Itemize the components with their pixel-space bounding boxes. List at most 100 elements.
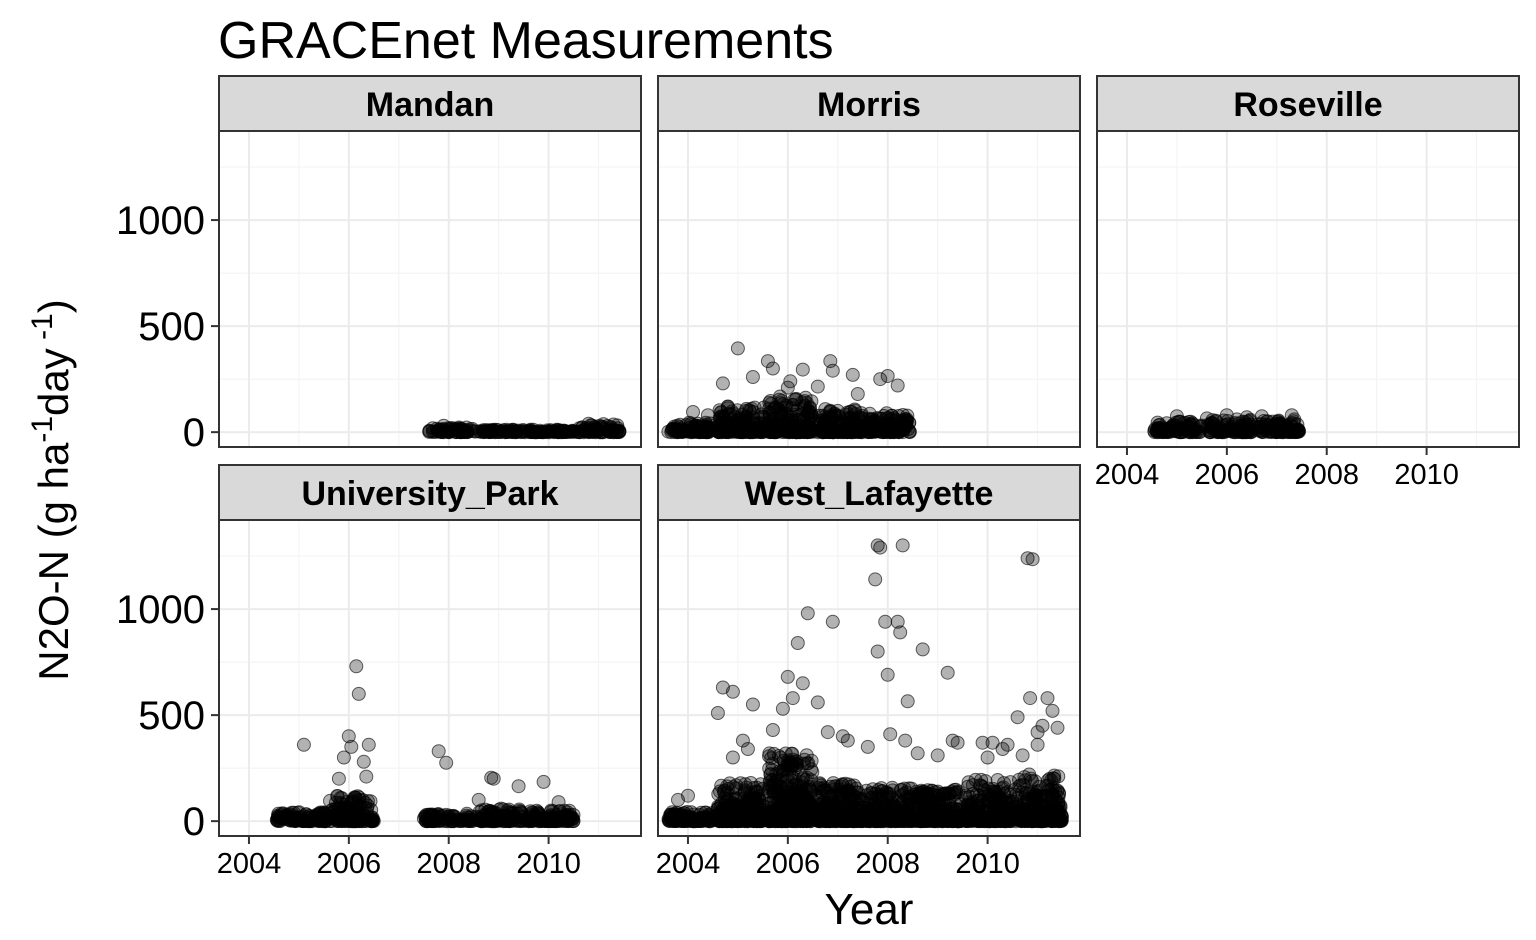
y-tick-label: 1000: [116, 199, 205, 243]
data-point: [530, 812, 545, 826]
data-point: [670, 425, 685, 440]
data-point: [823, 404, 838, 419]
data-point: [436, 418, 451, 433]
data-point: [833, 415, 848, 430]
data-point: [813, 796, 828, 811]
data-point: [766, 411, 781, 425]
data-point: [784, 746, 799, 761]
data-point: [934, 800, 949, 815]
data-point: [551, 795, 566, 810]
data-point: [1174, 425, 1189, 439]
data-point: [686, 405, 700, 419]
data-point: [862, 798, 877, 812]
data-point: [686, 812, 701, 827]
data-point: [762, 788, 777, 803]
data-point: [1203, 425, 1218, 440]
data-point: [566, 814, 581, 828]
data-point: [723, 798, 738, 812]
data-point: [572, 425, 587, 440]
data-point: [817, 415, 832, 430]
data-point: [1219, 408, 1234, 423]
data-point: [482, 423, 497, 438]
data-point: [286, 805, 301, 820]
data-point: [790, 636, 805, 650]
data-point: [323, 793, 337, 808]
facet-west-lafayette: West_Lafayette 2004 2006 2008 2010: [656, 464, 1081, 880]
data-point: [912, 792, 927, 807]
data-point: [349, 659, 364, 674]
facet-strip: [218, 75, 642, 132]
data-point: [1254, 409, 1269, 424]
data-point: [596, 417, 611, 432]
data-point: [1268, 425, 1283, 439]
data-point: [1030, 725, 1045, 740]
data-point: [800, 606, 815, 621]
data-point: [715, 376, 730, 391]
data-point: [716, 784, 731, 799]
x-tick-label: 2008: [416, 848, 481, 880]
x-tick-label: 2008: [855, 848, 920, 880]
data-point: [776, 397, 791, 412]
x-tick-label: 2006: [756, 848, 821, 880]
facet-strip-label: University_Park: [301, 475, 558, 513]
data-point: [1000, 737, 1015, 752]
x-tick-label: 2010: [516, 848, 581, 880]
x-tick-label: 2004: [217, 848, 282, 880]
data-point: [275, 807, 290, 822]
x-tick-label: 2004: [1095, 459, 1160, 491]
data-point: [745, 370, 760, 384]
data-point: [890, 378, 905, 393]
data-point: [971, 793, 986, 808]
data-point: [710, 706, 725, 720]
data-point: [1025, 552, 1040, 567]
data-point: [846, 788, 861, 803]
x-tick-label: 2006: [317, 848, 382, 880]
data-point: [748, 421, 763, 436]
x-tick-label: 2010: [955, 848, 1020, 880]
data-point: [893, 625, 908, 640]
x-tick-label: 2008: [1294, 459, 1359, 491]
panel-background: [658, 131, 1080, 447]
data-point: [738, 410, 753, 425]
data-point: [511, 779, 526, 794]
data-point: [1199, 411, 1214, 426]
data-point: [716, 423, 731, 438]
y-axis-label-sup1: -1: [26, 416, 59, 443]
panel-border: [218, 130, 642, 448]
data-point: [825, 614, 840, 629]
data-point: [1030, 737, 1045, 752]
data-point: [738, 814, 753, 829]
facet-university-park: University_Park 0 500 1000 2004 2006 2008 2010: [116, 464, 642, 880]
data-point: [910, 746, 925, 761]
data-point: [453, 424, 468, 439]
data-point: [841, 412, 856, 427]
data-point: [780, 669, 795, 684]
y-axis-label: N2O-N (g ha-1day -1): [26, 299, 78, 681]
data-point: [431, 744, 446, 759]
data-point: [971, 811, 986, 826]
data-point: [487, 423, 501, 438]
data-point: [890, 424, 905, 439]
data-point: [820, 725, 835, 740]
data-point: [1039, 778, 1054, 793]
data-point: [873, 540, 888, 555]
y-tick-label: 500: [138, 305, 205, 349]
data-point: [740, 742, 755, 756]
y-tick-label: 1000: [116, 588, 205, 632]
data-point: [1023, 691, 1038, 706]
data-point: [812, 776, 827, 791]
panel-background: [219, 520, 641, 836]
data-point: [1025, 774, 1040, 788]
data-point: [745, 697, 760, 712]
data-point: [1239, 410, 1254, 425]
panel-background: [1097, 131, 1519, 447]
data-point: [991, 812, 1006, 827]
data-point: [915, 642, 930, 657]
data-point: [1151, 421, 1166, 435]
data-point: [690, 420, 704, 435]
data-points: [661, 341, 917, 440]
data-point: [581, 416, 596, 431]
data-point: [536, 774, 551, 789]
data-point: [723, 812, 738, 826]
